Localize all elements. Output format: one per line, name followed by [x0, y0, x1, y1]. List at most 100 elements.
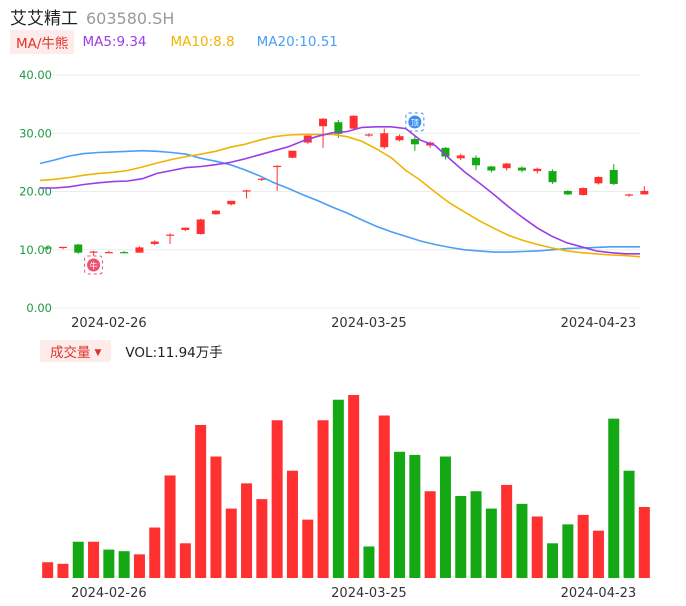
ma5-legend: MA5:9.34: [82, 34, 147, 50]
volume-x-tick-label: 2024-04-23: [561, 586, 637, 601]
y-tick-label: 30.00: [19, 126, 52, 140]
volume-bar: [562, 524, 574, 578]
ma20-legend: MA20:10.51: [256, 34, 338, 50]
candle-body: [58, 246, 67, 249]
ma-selector-button[interactable]: MA/牛熊: [10, 30, 75, 54]
volume-bar: [485, 508, 497, 578]
ma20-line: [39, 149, 640, 253]
candle-body: [211, 210, 220, 215]
candle-body: [640, 190, 649, 195]
volume-bar: [118, 551, 130, 578]
candle-body: [472, 157, 481, 166]
candle-body: [242, 190, 251, 192]
candle-body: [594, 176, 603, 184]
candle-body: [395, 136, 404, 141]
candle-body: [150, 241, 159, 244]
candle-body: [227, 200, 236, 205]
volume-x-tick-label: 2024-02-26: [71, 586, 147, 601]
volume-bar: [348, 395, 360, 578]
candle-body: [196, 219, 205, 235]
volume-bar: [42, 562, 54, 578]
volume-bar: [88, 541, 100, 578]
volume-bar: [608, 418, 620, 578]
candle-body: [135, 247, 144, 253]
volume-bar: [409, 454, 421, 578]
stock-name: 艾艾精工: [10, 9, 78, 29]
bull-badge: 牛: [84, 255, 104, 275]
volume-bar: [57, 563, 69, 578]
candle-body: [380, 133, 389, 148]
volume-bar: [439, 456, 451, 578]
x-tick-label: 2024-04-23: [561, 316, 637, 331]
volume-bar: [72, 541, 84, 578]
candle-body: [319, 118, 328, 127]
ma5-line: [40, 126, 640, 255]
ma-legend: MA/牛熊 MA5:9.34 MA10:8.8 MA20:10.51: [10, 30, 338, 54]
volume-bar: [210, 456, 222, 578]
candle-body: [487, 166, 496, 171]
volume-bar: [164, 475, 176, 578]
candle-body: [441, 147, 450, 157]
candle-body: [410, 139, 419, 145]
candle-body: [89, 251, 98, 253]
bull-badge-frame: [84, 255, 104, 275]
volume-bar: [547, 543, 559, 578]
volume-bar: [470, 491, 482, 578]
volume-bar: [302, 519, 314, 578]
stock-code: 603580.SH: [86, 9, 175, 28]
top-badge-frame: [405, 112, 425, 132]
candle-body: [334, 122, 343, 134]
volume-bar: [103, 549, 115, 578]
y-tick-label: 20.00: [19, 185, 52, 199]
bull-badge-label: 牛: [90, 261, 98, 271]
top-badge-dot: [408, 115, 422, 129]
volume-bar: [455, 495, 467, 578]
top-badge: 顶: [405, 112, 425, 132]
volume-bar: [394, 451, 406, 578]
volume-bar: [378, 415, 390, 578]
candle-body: [166, 234, 175, 236]
volume-bar: [623, 470, 635, 578]
volume-bar: [638, 507, 650, 578]
ma10-line: [39, 133, 641, 258]
caret-down-icon: ▼: [94, 348, 102, 358]
candle-body: [288, 150, 297, 158]
candle-body: [120, 252, 129, 254]
candle-body: [579, 188, 588, 195]
volume-bar: [225, 508, 237, 578]
volume-bar: [241, 483, 253, 578]
candle-body: [43, 247, 52, 249]
volume-x-tick-label: 2024-03-25: [331, 586, 407, 601]
candle-body: [609, 169, 618, 184]
candle-body: [548, 171, 557, 183]
volume-bar: [256, 499, 268, 578]
volume-bar: [424, 491, 436, 578]
y-tick-label: 0.00: [26, 301, 52, 315]
volume-bar: [149, 527, 161, 578]
volume-bar: [501, 484, 513, 578]
volume-bar: [577, 514, 589, 578]
top-badge-label: 顶: [411, 119, 419, 128]
x-tick-label: 2024-03-25: [331, 316, 407, 331]
candle-body: [273, 165, 282, 168]
candle-body: [563, 190, 572, 195]
volume-bar: [531, 516, 543, 578]
volume-bar: [195, 424, 207, 578]
ma10-legend: MA10:8.8: [170, 34, 235, 50]
candle-body: [181, 227, 190, 230]
candle-body: [517, 167, 526, 171]
volume-bar: [133, 554, 145, 578]
candle-body: [533, 168, 542, 172]
candle-body: [349, 115, 358, 129]
volume-legend: 成交量 ▼ VOL:11.94万手: [40, 340, 223, 362]
volume-selector-label: 成交量: [50, 345, 91, 361]
candle-body: [104, 252, 113, 254]
x-tick-label: 2024-02-26: [71, 316, 147, 331]
volume-value: VOL:11.94万手: [125, 345, 223, 361]
bull-badge-dot: [87, 258, 101, 272]
candle-body: [74, 244, 83, 253]
candle-body: [456, 155, 465, 159]
volume-bar: [363, 546, 375, 578]
volume-selector-button[interactable]: 成交量 ▼: [40, 340, 112, 362]
